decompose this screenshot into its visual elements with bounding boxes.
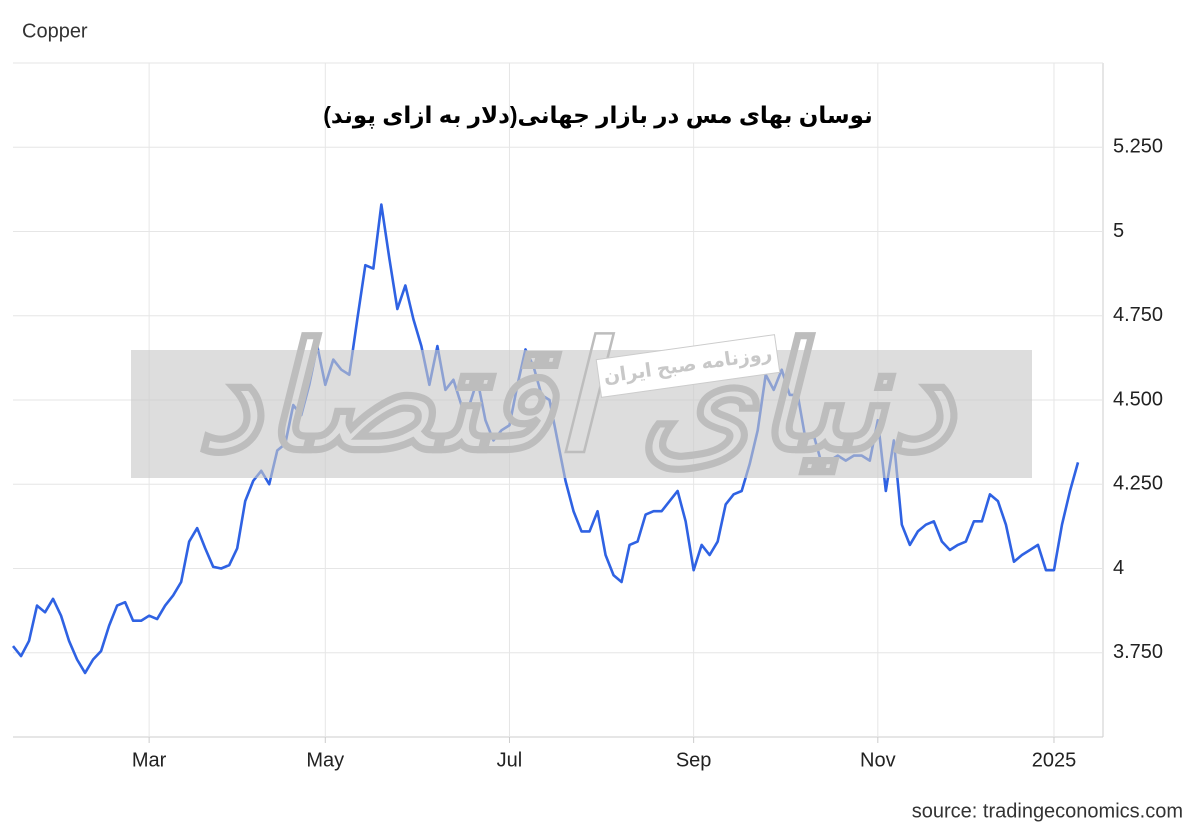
watermark-logo: دنیای اقتصاد: [195, 314, 958, 482]
y-tick-label: 3.750: [1113, 641, 1163, 663]
chart-title: نوسان بهای مس در بازار جهانی(دلار به ازا…: [323, 102, 872, 129]
watermark: دنیای اقتصاد روزنامه صبح ایران: [131, 312, 1032, 483]
x-tick-label: 2025: [1032, 749, 1077, 771]
source: source: tradingeconomics.com: [912, 800, 1183, 822]
x-tick-label: Mar: [132, 749, 167, 771]
x-tick-label: Nov: [860, 749, 896, 771]
y-tick-label: 4.250: [1113, 473, 1163, 495]
x-tick-label: Sep: [676, 749, 712, 771]
y-tick-label: 5.250: [1113, 136, 1163, 158]
watermark-band: [131, 350, 1032, 478]
y-tick-label: 4.500: [1113, 388, 1163, 410]
chart-label: Copper: [22, 20, 88, 42]
watermark-tag-box: [595, 334, 781, 398]
y-tick-label: 4: [1113, 557, 1124, 579]
x-tick-label: Jul: [497, 749, 523, 771]
x-tick-label: May: [306, 749, 344, 771]
y-tick-label: 4.750: [1113, 304, 1163, 326]
y-tick-label: 5: [1113, 220, 1124, 242]
